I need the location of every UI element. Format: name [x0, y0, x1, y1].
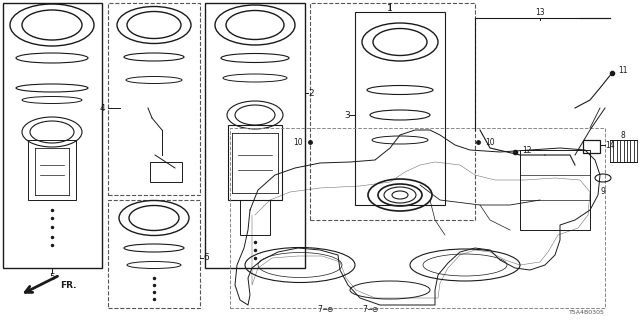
Text: 9: 9	[600, 188, 605, 196]
Bar	[205, 3, 305, 268]
Text: 4: 4	[99, 103, 105, 113]
Text: T5A4B0305: T5A4B0305	[569, 309, 605, 315]
Bar	[228, 125, 282, 200]
Text: 5: 5	[49, 273, 55, 282]
Text: 11: 11	[618, 66, 627, 75]
Text: 10: 10	[485, 138, 495, 147]
Bar	[310, 3, 475, 220]
Text: 7$-\!\!\!\ominus$: 7$-\!\!\!\ominus$	[317, 302, 333, 314]
Text: 14: 14	[605, 140, 614, 149]
Text: 12: 12	[522, 146, 531, 155]
Bar	[240, 200, 270, 235]
Text: 3: 3	[344, 110, 350, 119]
Bar	[3, 3, 102, 268]
Text: FR.: FR.	[60, 281, 77, 290]
Text: 13: 13	[535, 7, 545, 17]
Bar	[355, 12, 445, 205]
Bar	[583, 140, 600, 153]
Bar	[28, 140, 76, 200]
Text: 7$-\!\!\!\ominus$: 7$-\!\!\!\ominus$	[362, 302, 378, 314]
Bar	[108, 3, 200, 195]
Bar	[520, 150, 590, 230]
Text: 8: 8	[621, 131, 625, 140]
Bar	[150, 162, 182, 182]
Bar	[108, 200, 200, 308]
Text: 6: 6	[203, 253, 209, 262]
Text: 10: 10	[293, 138, 303, 147]
Text: 1: 1	[387, 4, 393, 12]
Text: 2: 2	[308, 89, 314, 98]
Bar	[230, 128, 605, 308]
